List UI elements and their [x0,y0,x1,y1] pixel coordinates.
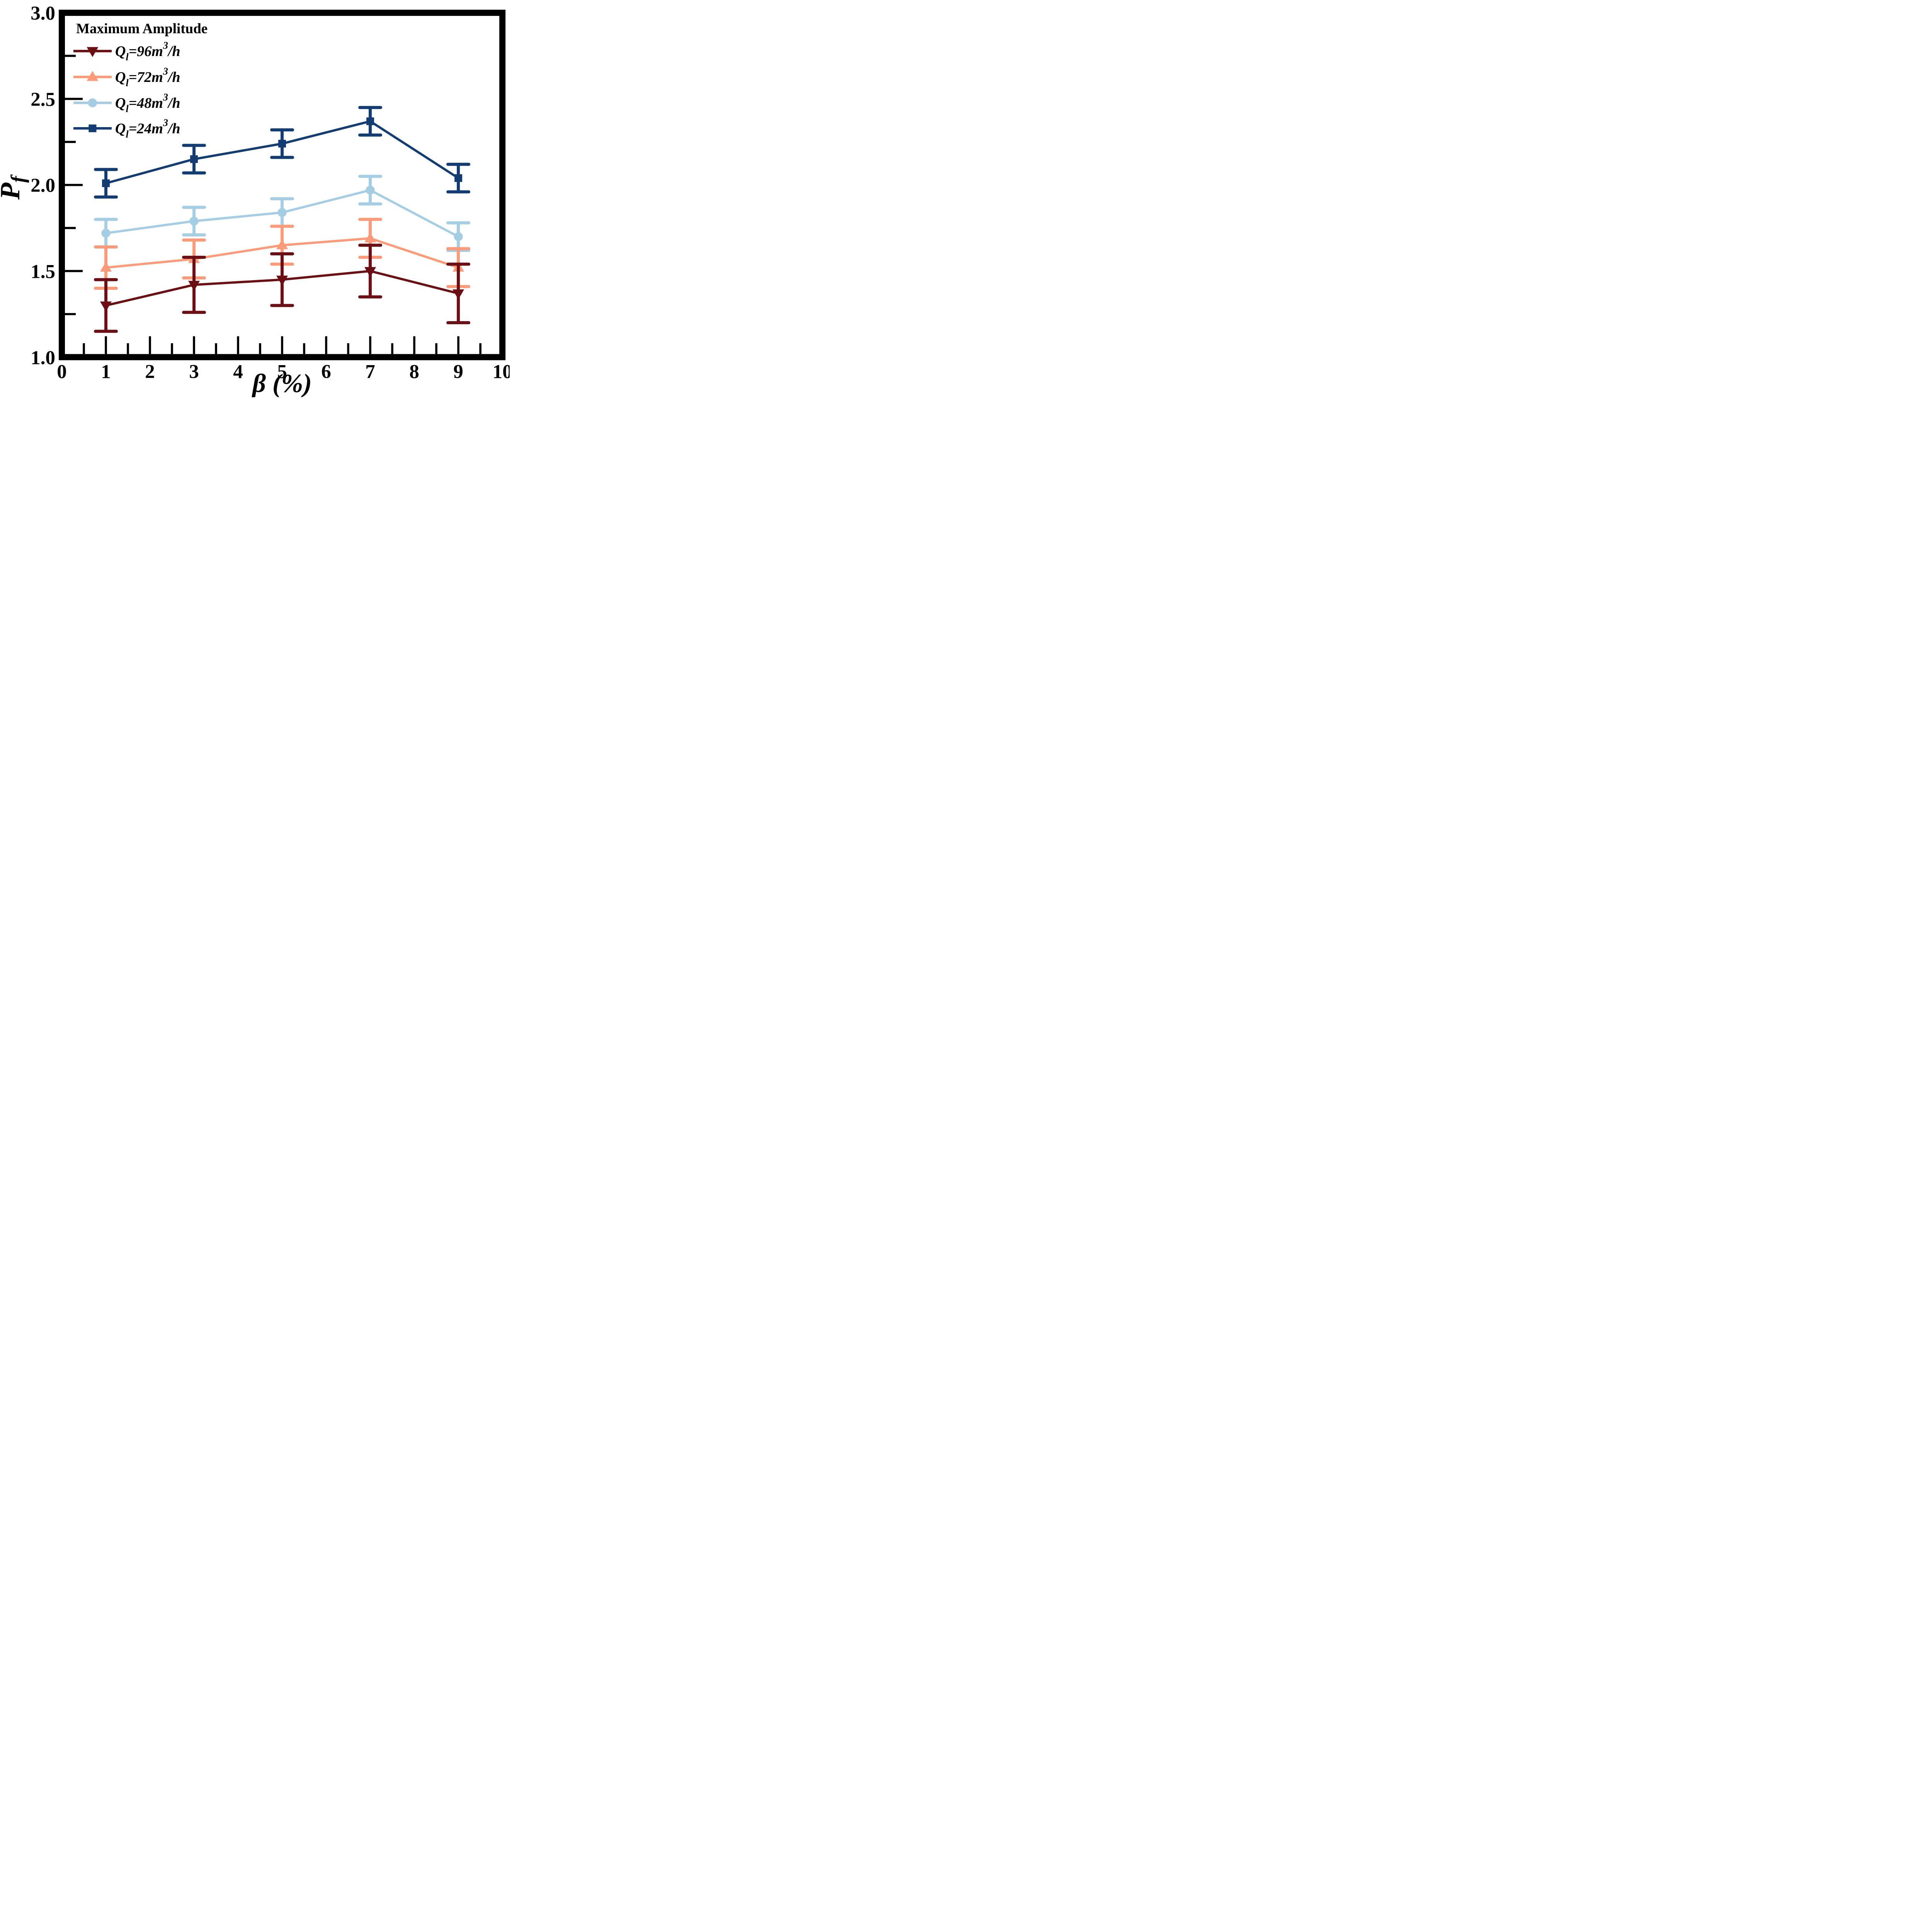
triangle-up-marker [276,239,288,250]
x-tick-label: 4 [233,361,243,383]
x-tick-label: 1 [101,361,111,383]
y-axis-title: Pf [0,174,29,200]
y-tick-labels: 1.0 1.5 2.0 2.5 3.0 [31,3,55,369]
y-tick-label: 3.0 [31,3,55,24]
triangle-up-marker [100,261,112,272]
legend-triangle-up-icon [87,71,99,81]
x-axis-title: β (%) [251,368,312,397]
error-bars [94,243,471,333]
legend-square-icon [88,124,97,133]
circle-marker [189,216,199,226]
legend-title: Maximum Amplitude [76,21,207,37]
legend-triangle-down-icon [87,47,99,57]
series-Ql=96m3/h [94,243,471,333]
x-tick-label: 0 [57,361,67,383]
legend-item-label: Ql=24m3/h [115,117,180,140]
legend-item-label: Ql=48m3/h [115,92,180,114]
x-tick-label: 2 [145,361,155,383]
y-tick-label: 1.0 [31,347,55,369]
square-marker [190,155,198,163]
triangle-down-marker [100,301,112,312]
x-tick-label: 10 [493,361,510,383]
x-tick-labels: 0 1 2 3 4 5 6 7 8 9 10 [57,361,510,383]
plot-frame [59,10,506,361]
error-bars [94,175,471,252]
circle-marker [101,228,111,238]
square-marker [366,117,374,125]
circle-marker [366,185,375,195]
legend-item-label: Ql=96m3/h [115,40,180,63]
triangle-down-marker [188,281,200,291]
legend: Maximum Amplitude Ql=96m3/h Ql=72m3/h Ql=48… [73,21,207,140]
circle-marker [277,208,287,217]
x-tick-label: 8 [409,361,419,383]
x-tick-label: 9 [453,361,463,383]
legend-item: Ql=24m3/h [73,117,180,140]
triangle-down-marker [364,267,376,277]
triangle-down-marker [276,276,288,286]
x-tick-label: 5 [277,361,287,383]
error-bars [94,106,471,199]
x-tick-label: 6 [321,361,331,383]
triangle-up-marker [364,232,376,243]
square-marker [102,179,110,187]
square-marker [278,139,286,148]
triangle-down-marker [452,289,464,300]
axis-ticks [65,54,481,354]
legend-circle-icon [88,98,97,107]
x-tick-label: 7 [365,361,375,383]
y-tick-label: 2.0 [31,175,55,197]
legend-item: Ql=96m3/h [73,40,180,63]
y-tick-label: 1.5 [31,261,55,282]
legend-item-label: Ql=72m3/h [115,66,180,88]
square-marker [454,174,463,182]
x-tick-label: 3 [189,361,199,383]
series-Ql=48m3/h [94,175,471,252]
circle-marker [454,232,463,241]
legend-item: Ql=48m3/h [73,92,180,114]
y-tick-label: 2.5 [31,89,55,111]
legend-item: Ql=72m3/h [73,66,180,88]
series-Ql=24m3/h [94,106,471,199]
figure: 0 1 2 3 4 5 6 7 8 9 10 1.0 1.5 2.0 2.5 3.0 Pf β (%) Maximu… [0,0,510,397]
line-chart: 0 1 2 3 4 5 6 7 8 9 10 1.0 1.5 2.0 2.5 3.0 Pf β (%) Maximu… [0,3,510,397]
